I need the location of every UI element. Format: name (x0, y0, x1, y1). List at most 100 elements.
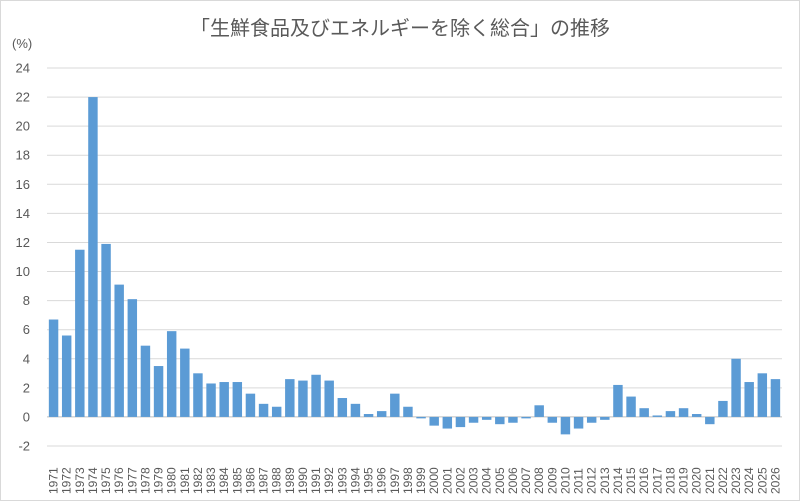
x-tick-label: 2018 (663, 467, 677, 494)
bar-1999 (416, 416, 426, 419)
bar-1989 (285, 379, 295, 417)
x-tick-label: 1976 (112, 467, 126, 494)
bar-1987 (258, 403, 269, 417)
y-tick-label: 18 (16, 148, 30, 163)
bars (48, 97, 781, 435)
bar-1983 (206, 383, 216, 417)
x-tick-label: 1989 (283, 467, 297, 494)
bar-2001 (442, 416, 453, 429)
bar-1981 (180, 348, 190, 417)
x-tick-label: 2007 (519, 467, 533, 494)
x-tick-label: 1980 (165, 467, 179, 494)
bar-1979 (153, 366, 164, 417)
x-tick-label: 1983 (204, 467, 218, 494)
x-axis: 1971 1972 1973 1974 1975 1976 1977 1978 1979 1980… (47, 467, 783, 494)
bar-2014 (613, 384, 623, 417)
bar-1980 (166, 331, 177, 417)
bar-1992 (324, 380, 334, 417)
x-tick-label: 2001 (440, 467, 454, 494)
bar-1977 (127, 299, 138, 417)
x-tick-label: 2020 (690, 467, 704, 494)
x-tick-label: 2006 (506, 467, 520, 494)
x-tick-label: 2009 (545, 467, 559, 494)
x-tick-label: 1975 (99, 467, 113, 494)
bar-1995 (363, 414, 374, 417)
x-tick-label: 2002 (453, 467, 467, 494)
y-tick-label: 22 (16, 90, 30, 105)
bar-1990 (298, 380, 308, 417)
bar-2024 (744, 382, 754, 417)
bar-2025 (757, 373, 768, 417)
bar-2006 (508, 416, 518, 423)
bar-1975 (101, 243, 111, 417)
x-tick-label: 1998 (401, 467, 415, 494)
x-tick-label: 1984 (217, 467, 231, 494)
bar-1985 (232, 382, 243, 417)
y-tick-label: 4 (23, 351, 30, 366)
x-tick-label: 2017 (650, 467, 664, 494)
x-tick-label: 1997 (388, 467, 402, 494)
y-tick-label: 14 (16, 206, 30, 221)
bar-1984 (219, 382, 229, 417)
bar-2021 (705, 416, 715, 425)
x-tick-label: 1979 (152, 467, 166, 494)
x-tick-label: 1990 (296, 467, 310, 494)
x-tick-label: 1994 (348, 467, 362, 494)
x-tick-label: 2021 (703, 467, 717, 494)
x-tick-label: 2016 (637, 467, 651, 494)
x-tick-label: 1993 (335, 467, 349, 494)
bar-2003 (468, 416, 479, 423)
bar-2023 (731, 358, 741, 417)
y-tick-label: 12 (16, 235, 30, 250)
y-tick-label: 24 (16, 61, 30, 76)
bar-2007 (521, 416, 531, 419)
bar-1994 (350, 403, 361, 417)
x-tick-label: 1982 (191, 467, 205, 494)
bar-2020 (691, 414, 702, 417)
bar-1978 (140, 345, 151, 417)
bar-2022 (718, 400, 728, 417)
x-tick-label: 2014 (611, 467, 625, 494)
bar-1974 (88, 97, 98, 417)
x-tick-label: 2025 (755, 467, 769, 494)
x-tick-label: 1988 (270, 467, 284, 494)
bar-2004 (481, 416, 492, 420)
x-tick-label: 2003 (467, 467, 481, 494)
y-tick-label: 10 (16, 264, 30, 279)
x-tick-label: 2012 (585, 467, 599, 494)
y-tick-label: -2 (18, 439, 30, 454)
bar-1988 (271, 406, 282, 417)
bar-2005 (495, 416, 505, 425)
chart-title: 「生鮮食品及びエネルギーを除く総合」の推移 (190, 16, 610, 40)
bar-2026 (770, 379, 781, 417)
bar-1982 (193, 373, 203, 417)
x-tick-label: 1999 (414, 467, 428, 494)
bar-2013 (600, 416, 610, 420)
x-tick-label: 2010 (558, 467, 572, 494)
y-tick-label: 8 (23, 293, 30, 308)
x-tick-label: 1974 (86, 467, 100, 494)
bar-1998 (403, 406, 413, 417)
y-tick-label: 16 (16, 177, 30, 192)
x-tick-label: 1996 (375, 467, 389, 494)
x-tick-label: 1995 (362, 467, 376, 494)
bar-2016 (639, 408, 649, 417)
bar-1976 (114, 284, 124, 417)
bar-2008 (534, 405, 544, 417)
x-tick-label: 1991 (309, 467, 323, 494)
x-tick-label: 1977 (125, 467, 139, 494)
x-tick-label: 2011 (572, 468, 586, 494)
x-tick-label: 1992 (322, 467, 336, 494)
x-tick-label: 1986 (243, 467, 257, 494)
bar-2009 (547, 416, 558, 423)
x-tick-label: 2023 (729, 467, 743, 494)
x-tick-label: 2000 (427, 467, 441, 494)
y-tick-label: 20 (16, 119, 30, 134)
x-tick-label: 1981 (178, 467, 192, 494)
bar-1986 (245, 393, 256, 417)
bar-2019 (678, 408, 689, 417)
y-tick-label: 2 (23, 380, 30, 395)
